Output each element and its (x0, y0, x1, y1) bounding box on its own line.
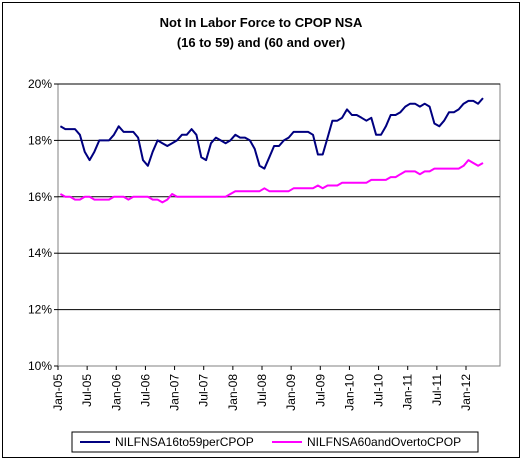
x-tick-label: Jan-08 (226, 374, 240, 411)
x-tick-label: Jul-06 (138, 374, 152, 407)
x-tick-label: Jul-10 (372, 374, 386, 407)
legend-label-series-1: NILFNSA16to59perCPOP (115, 435, 254, 449)
x-tick-label: Jul-09 (313, 374, 327, 407)
x-tick-label: Jan-12 (459, 374, 473, 411)
x-tick-label: Jul-08 (255, 374, 269, 407)
x-tick-label: Jul-05 (80, 374, 94, 407)
y-tick-label: 16% (28, 190, 52, 204)
x-tick-label: Jan-06 (109, 374, 123, 411)
x-tick-label: Jan-09 (284, 374, 298, 411)
y-tick-label: 14% (28, 246, 52, 260)
y-tick-label: 20% (28, 77, 52, 91)
series-line-1 (59, 97, 484, 170)
x-tick-label: Jan-11 (401, 374, 415, 410)
x-tick-label: Jan-10 (342, 374, 356, 411)
x-tick-label: Jul-11 (430, 374, 444, 406)
x-tick-label: Jan-05 (51, 374, 65, 411)
series-lines (59, 97, 484, 204)
x-tick-label: Jul-07 (197, 374, 211, 407)
chart-title-line-2: (16 to 59) and (60 and over) (177, 35, 345, 50)
plot-area (57, 83, 501, 367)
series-line-2 (59, 159, 484, 204)
y-tick-label: 12% (28, 303, 52, 317)
y-tick-label: 10% (28, 359, 52, 373)
y-tick-label: 18% (28, 133, 52, 147)
y-axis-ticks: 10% 12% 14% 16% 18% 20% (28, 77, 58, 373)
x-axis-ticks: Jan-05 Jul-05 Jan-06 Jul-06 Jan-07 Jul-07 Jan-… (51, 366, 473, 411)
x-tick-label: Jan-07 (168, 374, 182, 411)
chart-title-line-1: Not In Labor Force to CPOP NSA (160, 15, 363, 30)
legend-label-series-2: NILFNSA60andOvertoCPOP (307, 435, 461, 449)
